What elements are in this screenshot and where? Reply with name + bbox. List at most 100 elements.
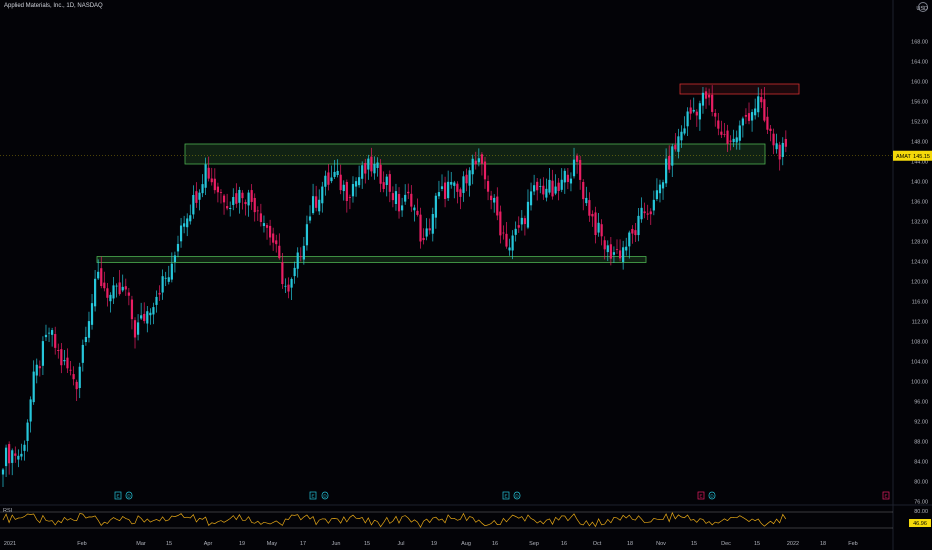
candle-body[interactable] xyxy=(364,162,367,174)
candle-body[interactable] xyxy=(732,138,735,143)
candle-body[interactable] xyxy=(158,292,161,295)
candle-body[interactable] xyxy=(229,208,232,210)
candle-body[interactable] xyxy=(66,357,69,369)
candle-body[interactable] xyxy=(26,422,29,441)
candle-body[interactable] xyxy=(367,158,370,170)
candle-body[interactable] xyxy=(404,194,407,202)
candle-body[interactable] xyxy=(210,178,213,183)
candle-body[interactable] xyxy=(766,116,769,130)
candle-body[interactable] xyxy=(345,181,348,202)
candle-body[interactable] xyxy=(235,193,238,204)
candle-body[interactable] xyxy=(665,158,668,184)
candle-body[interactable] xyxy=(677,136,680,152)
candle-body[interactable] xyxy=(250,190,253,202)
candle-body[interactable] xyxy=(726,130,729,144)
candle-body[interactable] xyxy=(536,181,539,191)
candle-body[interactable] xyxy=(674,144,677,150)
candle-body[interactable] xyxy=(480,154,484,164)
candle-body[interactable] xyxy=(634,230,637,236)
dividend-marker[interactable] xyxy=(321,491,329,500)
candle-body[interactable] xyxy=(579,160,582,180)
candle-body[interactable] xyxy=(41,341,45,366)
candle-body[interactable] xyxy=(186,218,189,228)
candle-body[interactable] xyxy=(784,138,787,147)
candle-body[interactable] xyxy=(529,191,533,206)
candle-body[interactable] xyxy=(680,131,683,141)
candle-body[interactable] xyxy=(493,197,496,203)
candle-body[interactable] xyxy=(483,161,487,180)
candle-body[interactable] xyxy=(416,210,419,215)
candle-body[interactable] xyxy=(622,247,625,263)
candle-body[interactable] xyxy=(603,240,606,250)
candle-body[interactable] xyxy=(554,186,557,194)
candle-body[interactable] xyxy=(201,184,204,194)
candle-body[interactable] xyxy=(750,112,754,121)
candle-body[interactable] xyxy=(708,94,711,98)
candle-body[interactable] xyxy=(778,144,781,160)
candle-body[interactable] xyxy=(760,97,763,103)
candle-body[interactable] xyxy=(35,364,38,376)
candle-body[interactable] xyxy=(496,196,499,216)
candle-body[interactable] xyxy=(238,189,241,203)
candle-body[interactable] xyxy=(661,182,665,189)
candle-body[interactable] xyxy=(51,330,54,335)
candle-body[interactable] xyxy=(517,225,520,228)
candle-body[interactable] xyxy=(763,99,766,121)
candle-body[interactable] xyxy=(173,255,177,263)
support-zone[interactable] xyxy=(96,256,647,263)
candle-body[interactable] xyxy=(281,262,284,285)
candle-body[interactable] xyxy=(351,184,355,197)
candle-body[interactable] xyxy=(606,245,609,253)
candle-body[interactable] xyxy=(477,158,480,163)
candle-body[interactable] xyxy=(542,185,545,195)
candle-body[interactable] xyxy=(336,170,339,176)
candle-body[interactable] xyxy=(649,211,652,215)
candle-body[interactable] xyxy=(729,140,732,142)
candle-body[interactable] xyxy=(112,285,115,299)
candle-body[interactable] xyxy=(241,192,244,199)
candle-body[interactable] xyxy=(219,192,223,193)
candle-body[interactable] xyxy=(490,195,493,201)
candle-body[interactable] xyxy=(425,228,428,237)
candle-body[interactable] xyxy=(422,237,425,241)
candle-body[interactable] xyxy=(133,320,137,338)
candle-body[interactable] xyxy=(315,196,318,208)
candle-body[interactable] xyxy=(744,115,748,117)
candle-body[interactable] xyxy=(60,349,63,366)
candle-body[interactable] xyxy=(772,133,775,146)
candle-body[interactable] xyxy=(548,179,551,193)
candle-body[interactable] xyxy=(637,215,640,236)
candle-body[interactable] xyxy=(692,109,695,112)
candle-body[interactable] xyxy=(54,334,57,348)
candle-body[interactable] xyxy=(471,158,474,175)
candle-body[interactable] xyxy=(717,120,720,129)
candle-body[interactable] xyxy=(296,252,299,269)
candle-body[interactable] xyxy=(419,214,422,242)
earnings-marker[interactable] xyxy=(114,491,122,500)
candle-body[interactable] xyxy=(775,143,778,150)
candle-body[interactable] xyxy=(741,118,744,126)
candle-body[interactable] xyxy=(115,285,118,287)
candle-body[interactable] xyxy=(232,197,235,205)
candle-body[interactable] xyxy=(462,176,465,193)
candle-body[interactable] xyxy=(103,282,106,289)
candle-body[interactable] xyxy=(192,194,195,215)
earnings-marker[interactable] xyxy=(882,491,890,500)
dividend-marker[interactable] xyxy=(513,491,521,500)
candle-body[interactable] xyxy=(87,321,91,338)
candle-body[interactable] xyxy=(259,213,262,223)
candle-body[interactable] xyxy=(354,181,358,187)
candle-body[interactable] xyxy=(434,195,437,218)
candle-body[interactable] xyxy=(8,444,11,464)
candle-body[interactable] xyxy=(1,469,5,475)
candle-body[interactable] xyxy=(465,174,468,184)
candle-body[interactable] xyxy=(474,160,477,165)
candle-body[interactable] xyxy=(189,215,192,222)
candle-body[interactable] xyxy=(140,315,143,319)
candle-body[interactable] xyxy=(643,211,646,214)
candle-body[interactable] xyxy=(198,192,201,200)
candle-body[interactable] xyxy=(551,180,554,197)
candle-body[interactable] xyxy=(711,94,714,112)
candle-body[interactable] xyxy=(410,193,413,207)
